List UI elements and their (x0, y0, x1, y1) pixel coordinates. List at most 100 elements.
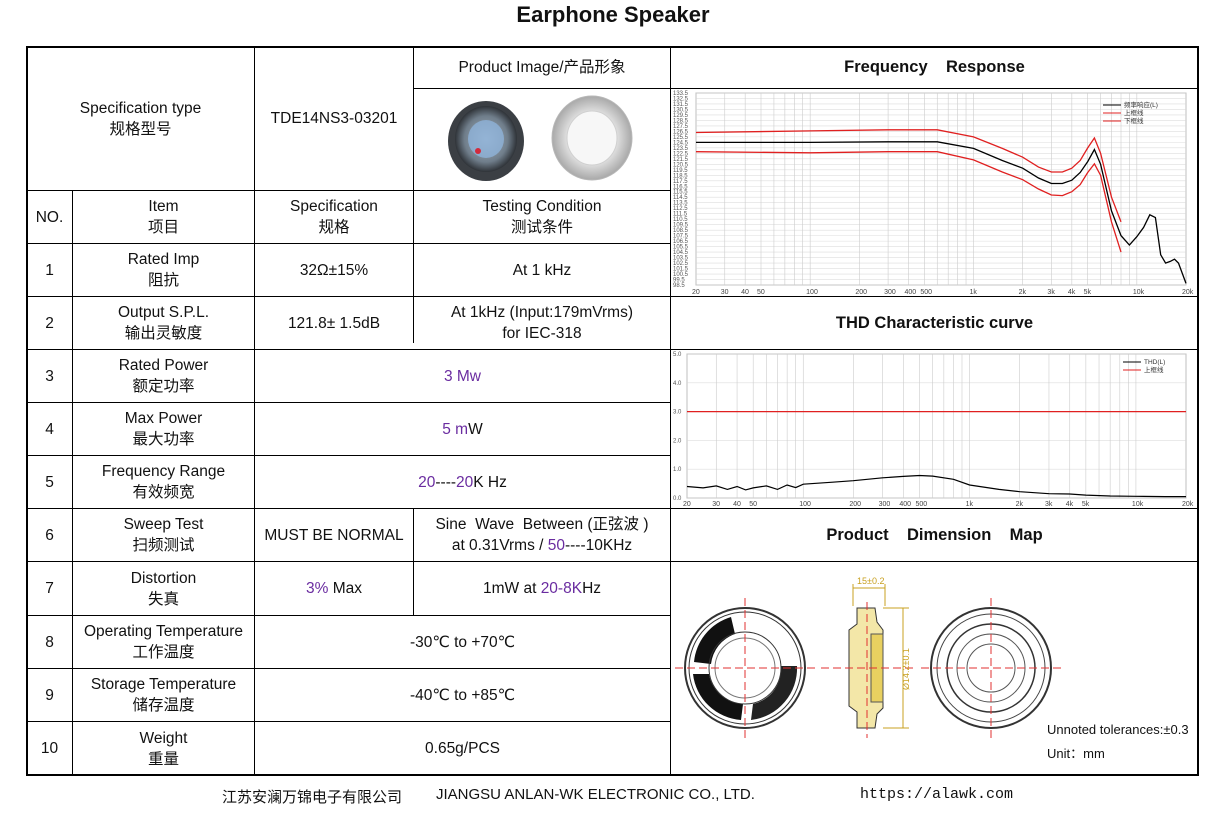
range-dash: ---- (435, 473, 457, 491)
legend-label: 上框线 (1124, 108, 1144, 117)
row-value: -40℃ to +85℃ (409, 686, 516, 704)
grid-line (27, 615, 670, 616)
thd-chart: 5.0 4.0 3.0 2.0 1.0 0.020 30 40 50 100 200 300 400 50… (673, 352, 1194, 508)
front-view-drawing (921, 598, 1061, 738)
grid-line (27, 349, 670, 350)
model-number: TDE14NS3-03201 (270, 110, 398, 127)
tolerance-note: Unnoted tolerances:±0.3 (1047, 722, 1189, 737)
col-header-spec: Specification 规格 (255, 191, 413, 243)
col-header-item-cn: 项目 (147, 219, 179, 236)
cross-section-drawing: 15±0.2 Ø14.2±0.1 (821, 576, 915, 738)
unit-note: Unit：mm (1047, 746, 1105, 761)
range-end: 20 (456, 473, 474, 491)
x-tick-label: 50 (749, 501, 757, 508)
row-item-en: Storage Temperature (90, 676, 237, 693)
row-value: -30℃ to +70℃ (409, 633, 516, 651)
distortion-value: 3% (306, 580, 329, 597)
row-no: 6 (45, 526, 54, 544)
x-tick-label: 20k (1182, 289, 1194, 296)
grid-line (671, 508, 1198, 509)
spec-type-en: Specification type (79, 99, 202, 117)
row-item-en: Sweep Test (123, 516, 204, 533)
sweep-start: 50 (547, 537, 565, 554)
row-item-cn: 扫频测试 (132, 537, 195, 554)
row-item: Output S.P.L. 输出灵敏度 (73, 297, 254, 349)
col-header-item-en: Item (148, 198, 179, 215)
row-item: Storage Temperature 储存温度 (73, 669, 254, 721)
row-item-en: Rated Imp (127, 251, 200, 268)
product-image-label: Product Image/产品形象 (458, 59, 626, 76)
x-tick-label: 300 (884, 289, 896, 296)
row-condition: Sine Wave Between (正弦波 ) at 0.31Vrms / 5… (414, 509, 670, 561)
y-tick-label: 115.5 (673, 190, 688, 196)
page-title: Earphone Speaker (516, 2, 710, 27)
x-tick-label: 200 (849, 501, 861, 508)
row-spec: 3% Max (255, 562, 413, 615)
grid-line (27, 402, 670, 403)
dim-diameter: Ø14.2±0.1 (901, 648, 911, 690)
grid-line (27, 190, 670, 191)
grid-line (413, 47, 414, 343)
row-condition: 1mW at 20-8K Hz (414, 562, 670, 615)
x-tick-label: 20 (692, 289, 700, 296)
row-no: 3 (45, 367, 54, 385)
col-header-cond-en: Testing Condition (482, 198, 602, 215)
distortion-max: Max (328, 580, 362, 597)
grid-line (27, 668, 670, 669)
y-tick-label: 2.0 (673, 438, 682, 444)
range-unit: K Hz (473, 473, 507, 491)
legend-label: THD(L) (1144, 359, 1165, 366)
grid-line (27, 561, 670, 562)
grid-line (27, 296, 670, 297)
x-tick-label: 3k (1045, 501, 1053, 508)
y-tick-label: 99.5 (673, 278, 685, 284)
row-item-en: Distortion (130, 569, 197, 587)
row-item-en: Weight (139, 729, 188, 747)
y-tick-label: 1.0 (673, 467, 682, 473)
row-value: 20 ---- 20 K Hz (255, 456, 670, 508)
grid-line (671, 88, 1198, 89)
grid-line (254, 47, 255, 775)
dim-thickness: 15±0.2 (857, 576, 884, 586)
row-no: 8 (45, 633, 54, 651)
grid-line (671, 349, 1198, 350)
x-tick-label: 1k (966, 501, 974, 508)
x-tick-label: 20 (683, 501, 691, 508)
y-tick-label: 123.5 (673, 146, 689, 152)
y-tick-label: 112.5 (673, 206, 688, 212)
y-tick-label: 117.5 (673, 179, 688, 185)
thd-line (686, 474, 1186, 498)
row-item: Weight 重量 (73, 722, 254, 775)
y-tick-label: 98.5 (673, 283, 685, 289)
website-link[interactable]: https://alawk.com (860, 786, 1014, 803)
row-condition-line2: at 0.31Vrms / 50----10KHz (452, 535, 632, 556)
row-no: 10 (40, 740, 59, 757)
x-tick-label: 10k (1132, 501, 1144, 508)
y-tick-label: 100.5 (673, 272, 689, 278)
col-header-no: NO. (35, 208, 64, 226)
distortion-cond-unit: Hz (582, 580, 602, 597)
y-tick-label: 130.5 (673, 107, 689, 113)
row-item-cn: 重量 (147, 750, 179, 768)
y-tick-label: 0.0 (673, 496, 682, 502)
row-item-en: Frequency Range (101, 463, 226, 480)
x-tick-label: 100 (806, 289, 818, 296)
spec-type-cn: 规格型号 (109, 120, 172, 138)
x-tick-label: 300 (879, 501, 891, 508)
grid-line (72, 190, 73, 775)
row-item-cn: 失真 (147, 590, 179, 608)
dimension-drawing: 15±0.2 Ø14.2±0.1 (675, 576, 1061, 738)
sweep-voltage: at 0.31Vrms / (451, 537, 548, 554)
x-tick-label: 100 (799, 501, 811, 508)
plot-area (695, 92, 1187, 286)
back-view-drawing (675, 598, 815, 738)
dimension-header: Product Dimension Map (826, 525, 1043, 544)
row-item-cn: 输出灵敏度 (124, 325, 203, 342)
y-tick-label: 114.5 (673, 195, 688, 201)
x-tick-label: 500 (916, 501, 928, 508)
y-tick-label: 102.5 (673, 261, 689, 267)
y-tick-label: 127.5 (673, 124, 689, 130)
y-tick-label: 109.5 (673, 223, 689, 229)
x-tick-label: 40 (741, 289, 749, 296)
row-no: 5 (45, 473, 54, 491)
